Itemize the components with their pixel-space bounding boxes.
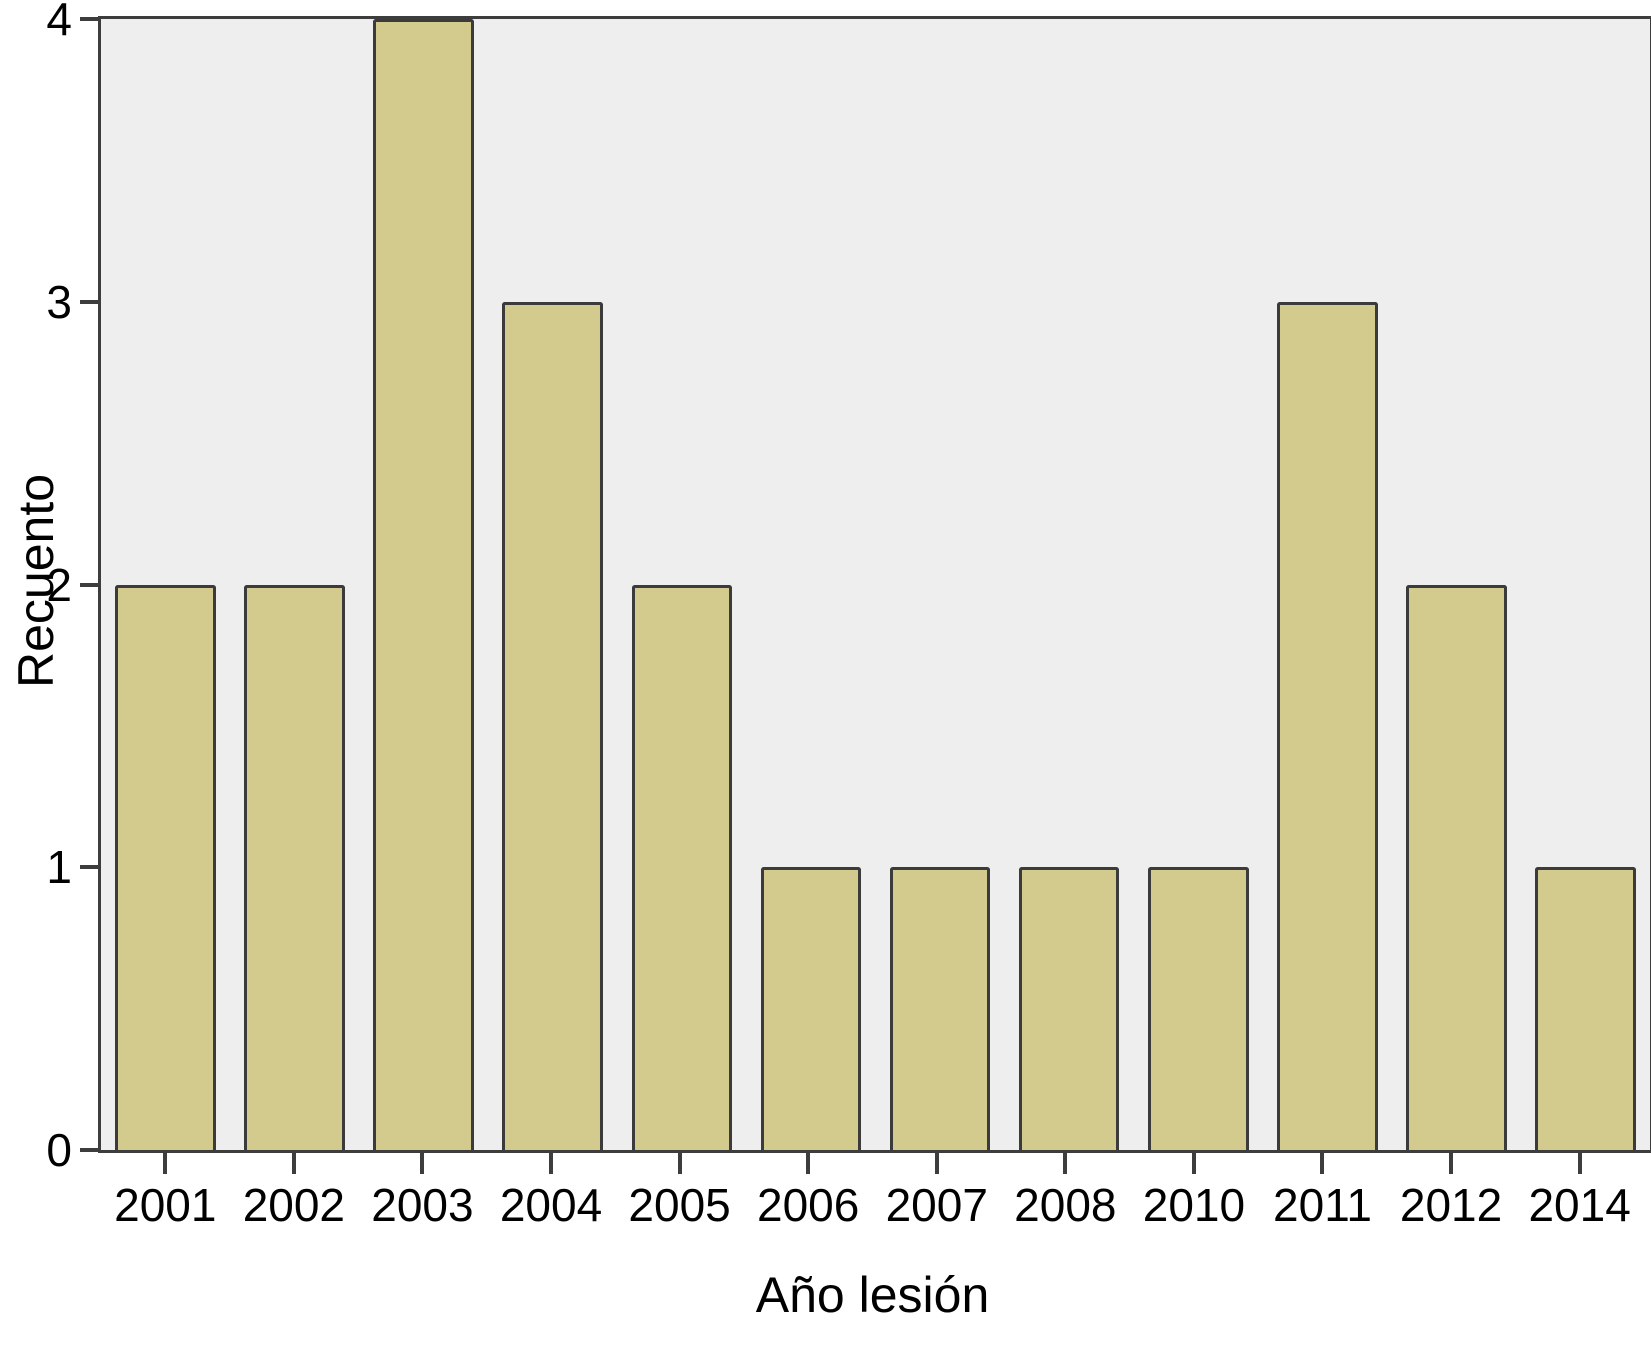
y-tick-mark-2 bbox=[80, 582, 98, 587]
x-tick-mark-2008 bbox=[1063, 1150, 1068, 1174]
bar-2011 bbox=[1276, 301, 1378, 1150]
x-tick-mark-slot-2002 bbox=[230, 1150, 359, 1174]
x-tick-label-2011: 2011 bbox=[1273, 1179, 1372, 1231]
y-tick-mark-1 bbox=[80, 865, 98, 870]
x-tick-mark-2002 bbox=[291, 1150, 296, 1174]
x-tick-mark-2007 bbox=[934, 1150, 939, 1174]
x-tick-mark-2003 bbox=[420, 1150, 425, 1174]
x-tick-mark-2014 bbox=[1577, 1150, 1582, 1174]
y-tick-label-0: 0 bbox=[46, 1124, 72, 1176]
x-tick-mark-slot-2012 bbox=[1387, 1150, 1516, 1174]
x-tick-mark-slot-2004 bbox=[487, 1150, 616, 1174]
bar-slot-2001 bbox=[101, 19, 230, 1150]
x-tick-mark-2001 bbox=[163, 1150, 168, 1174]
x-tick-label-2006: 2006 bbox=[757, 1179, 860, 1231]
x-tick-mark-slot-2003 bbox=[358, 1150, 487, 1174]
y-tick-mark-0 bbox=[80, 1148, 98, 1152]
bar-2005 bbox=[631, 584, 733, 1150]
bar-2004 bbox=[502, 301, 604, 1150]
x-tick-mark-2010 bbox=[1191, 1150, 1196, 1174]
bars-row bbox=[101, 19, 1650, 1150]
bar-slot-2004 bbox=[488, 19, 617, 1150]
x-tick-mark-slot-2007 bbox=[872, 1150, 1001, 1174]
x-tick-mark-slot-2010 bbox=[1130, 1150, 1259, 1174]
bar-slot-2014 bbox=[1521, 19, 1650, 1150]
x-axis-tick-marks bbox=[101, 1150, 1644, 1174]
bar-2012 bbox=[1405, 584, 1507, 1150]
bar-slot-2012 bbox=[1392, 19, 1521, 1150]
y-tick-mark-4 bbox=[80, 17, 98, 21]
y-tick-label-4: 4 bbox=[46, 0, 72, 45]
x-tick-label-2005: 2005 bbox=[628, 1179, 731, 1231]
bar-slot-2011 bbox=[1263, 19, 1392, 1150]
bar-slot-2005 bbox=[617, 19, 746, 1150]
bar-2006 bbox=[760, 867, 862, 1150]
x-tick-label-2004: 2004 bbox=[499, 1179, 603, 1231]
bar-2002 bbox=[244, 584, 345, 1150]
x-tick-label-2010: 2010 bbox=[1142, 1179, 1246, 1231]
x-tick-label-2002: 2002 bbox=[242, 1179, 346, 1231]
x-tick-mark-slot-2014 bbox=[1515, 1150, 1644, 1174]
bar-2003 bbox=[373, 19, 475, 1150]
y-tick-mark-3 bbox=[80, 299, 98, 304]
bar-slot-2002 bbox=[230, 19, 359, 1150]
bar-2001 bbox=[115, 584, 216, 1150]
x-tick-mark-2012 bbox=[1449, 1150, 1454, 1174]
x-tick-mark-slot-2001 bbox=[101, 1150, 230, 1174]
x-tick-label-2008: 2008 bbox=[1014, 1179, 1117, 1231]
x-tick-label-2001: 2001 bbox=[114, 1179, 217, 1231]
x-tick-mark-2011 bbox=[1320, 1150, 1325, 1174]
x-tick-mark-2004 bbox=[549, 1150, 554, 1174]
plot-area bbox=[98, 16, 1651, 1153]
x-tick-mark-slot-2011 bbox=[1258, 1150, 1387, 1174]
bar-slot-2006 bbox=[746, 19, 875, 1150]
x-axis-title: Año lesión bbox=[755, 1267, 990, 1323]
bar-slot-2003 bbox=[359, 19, 488, 1150]
x-tick-label-2014: 2014 bbox=[1528, 1179, 1631, 1231]
x-tick-label-2012: 2012 bbox=[1399, 1179, 1503, 1231]
bar-2007 bbox=[889, 867, 991, 1150]
bar-2008 bbox=[1018, 867, 1120, 1150]
bar-2014 bbox=[1535, 867, 1636, 1150]
bar-slot-2010 bbox=[1134, 19, 1263, 1150]
x-tick-mark-2005 bbox=[677, 1150, 682, 1174]
bar-slot-2007 bbox=[875, 19, 1004, 1150]
bar-2010 bbox=[1147, 867, 1249, 1150]
x-axis-tick-labels: 2001 2002 2003 2004 2005 2006 2007 2008 2010 2011… bbox=[101, 1180, 1644, 1230]
x-tick-mark-2006 bbox=[806, 1150, 811, 1174]
y-tick-label-3: 3 bbox=[46, 275, 72, 328]
y-tick-label-2: 2 bbox=[46, 558, 72, 611]
bar-slot-2008 bbox=[1005, 19, 1134, 1150]
x-tick-mark-slot-2005 bbox=[615, 1150, 744, 1174]
x-tick-mark-slot-2008 bbox=[1001, 1150, 1130, 1174]
x-tick-mark-slot-2006 bbox=[744, 1150, 873, 1174]
y-tick-label-1: 1 bbox=[46, 841, 72, 894]
x-tick-label-2007: 2007 bbox=[885, 1179, 988, 1231]
x-tick-label-2003: 2003 bbox=[371, 1179, 474, 1231]
